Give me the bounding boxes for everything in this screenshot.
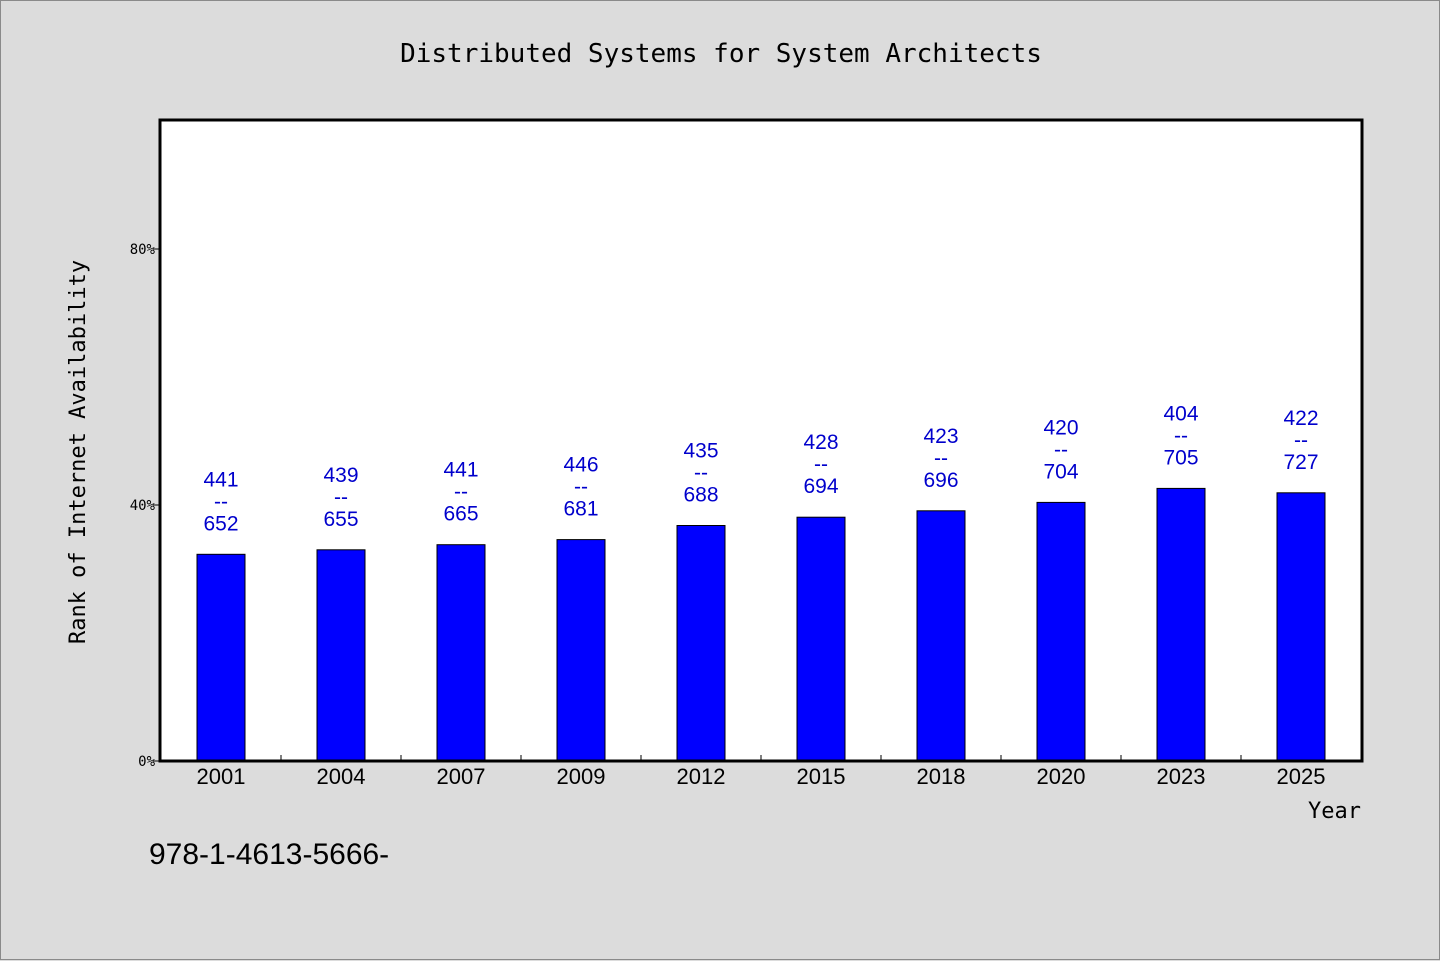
data-label-2015-line-2: -- [814,453,828,476]
bar-2023 [1156,487,1206,762]
x-axis-label: Year [1308,799,1361,824]
bar-2018 [916,510,966,762]
x-tick-label-2007: 2007 [437,764,486,789]
x-tick-label-2025: 2025 [1277,764,1326,789]
data-label-2018-line-2: -- [934,447,948,470]
bar-2009 [556,539,606,762]
footer-isbn-text: 978-1-4613-5666- [149,838,389,871]
y-tick-label-40: 40% [130,498,156,514]
y-tick-label-80: 80% [130,242,156,258]
x-tick-label-2023: 2023 [1157,764,1206,789]
data-label-2015-line-1: 428 [803,431,838,454]
x-tick-label-2009: 2009 [557,764,606,789]
data-label-2001-line-3: 652 [203,512,238,535]
data-label-2001-line-1: 441 [203,468,238,491]
bar-2020 [1036,501,1086,762]
bars-group [196,487,1326,762]
data-label-2012-line-2: -- [694,462,708,485]
data-label-2007-line-3: 665 [443,503,478,526]
data-label-2015-line-3: 694 [803,475,838,498]
x-tick-label-2020: 2020 [1037,764,1086,789]
data-label-2018-line-3: 696 [923,469,958,492]
data-label-2023-line-3: 705 [1163,446,1198,469]
data-label-2001-line-2: -- [214,490,228,513]
data-label-2004-line-3: 655 [323,508,358,531]
y-axis-label: Rank of Internet Availability [66,260,91,644]
plot-frame [158,118,1364,763]
bar-2004 [316,549,366,762]
data-label-2012-line-3: 688 [683,484,718,507]
x-tick-label-2018: 2018 [917,764,966,789]
data-label-2007-line-2: -- [454,481,468,504]
y-axis: 0% 40% 80% [130,242,161,770]
x-tick-label-2004: 2004 [317,764,366,789]
data-label-2009-line-2: -- [574,476,588,499]
data-label-2025-line-3: 727 [1283,451,1318,474]
bar-2012 [676,525,726,762]
data-label-2023-line-1: 404 [1163,402,1198,425]
bar-2001 [196,553,246,762]
data-label-2012-line-1: 435 [683,440,718,463]
x-axis: 2001 2004 2007 2009 2012 2015 2018 2020 2023 2025 [197,755,1326,789]
data-label-2009-line-3: 681 [563,498,598,521]
x-tick-label-2015: 2015 [797,764,846,789]
x-tick-label-2012: 2012 [677,764,726,789]
data-labels-group: 441--652439--655441--665446--681435--688… [203,402,1318,535]
data-label-2020-line-3: 704 [1043,460,1078,483]
bar-2025 [1276,492,1326,762]
bar-2007 [436,544,486,762]
data-label-2018-line-1: 423 [923,425,958,448]
bar-2015 [796,516,846,762]
data-label-2020-line-2: -- [1054,438,1068,461]
data-label-2007-line-1: 441 [443,459,478,482]
data-label-2004-line-1: 439 [323,464,358,487]
x-tick-label-2001: 2001 [197,764,246,789]
y-tick-label-0: 0% [138,754,155,770]
data-label-2025-line-1: 422 [1283,407,1318,430]
data-label-2020-line-1: 420 [1043,416,1078,439]
data-label-2009-line-1: 446 [563,454,598,477]
data-label-2023-line-2: -- [1174,424,1188,447]
data-label-2025-line-2: -- [1294,429,1308,452]
data-label-2004-line-2: -- [334,486,348,509]
chart-title: Distributed Systems for System Architect… [400,39,1042,69]
